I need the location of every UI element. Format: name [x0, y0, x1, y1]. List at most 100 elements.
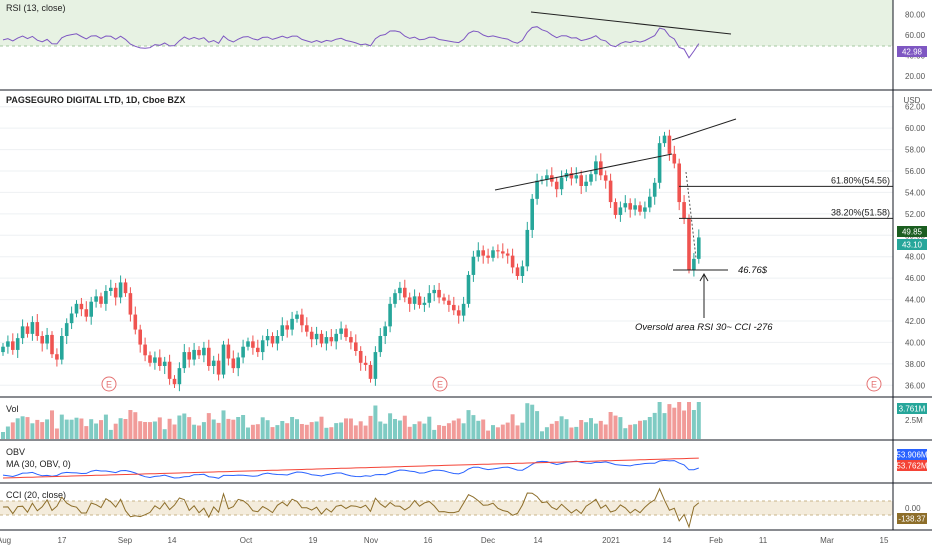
candle-body: [407, 297, 412, 304]
volume-bar: [677, 402, 682, 439]
obv-ma-legend: MA (30, OBV, 0): [6, 459, 71, 469]
price-tick-label: 36.00: [905, 381, 926, 390]
volume-bar: [691, 410, 696, 439]
price-pane[interactable]: PAGSEGURO DIGITAL LTD, 1D, Cboe BZX USD …: [0, 95, 927, 392]
candle-body: [79, 303, 84, 310]
earnings-marker-2[interactable]: E: [432, 376, 448, 392]
earnings-marker-3[interactable]: E: [866, 376, 882, 392]
rsi-legend: RSI (13, close): [6, 3, 66, 13]
volume-bar: [432, 429, 437, 439]
currency-label: USD: [904, 96, 921, 105]
volume-bar: [309, 422, 314, 439]
candle-body: [344, 328, 348, 338]
candle-body: [1, 346, 5, 353]
volume-bar: [260, 417, 265, 439]
volume-bar: [35, 419, 40, 439]
volume-bar: [25, 417, 30, 439]
volume-bar: [250, 424, 255, 439]
candle-body: [158, 357, 162, 366]
candle-body: [216, 360, 221, 375]
candle-body: [256, 347, 260, 353]
candle-body: [172, 378, 177, 385]
volume-bar: [290, 417, 295, 439]
note-arrow-head: [699, 272, 709, 282]
candle-body: [40, 336, 44, 344]
candle-body: [456, 310, 461, 316]
time-tick-label: 11: [759, 536, 768, 545]
volume-bar: [515, 425, 520, 439]
candle-body: [623, 203, 628, 208]
volume-bar: [363, 425, 368, 439]
upper-trendline-2: [671, 118, 737, 141]
candle-body: [197, 349, 201, 356]
time-tick-label: Mar: [820, 536, 834, 545]
time-tick-label: 15: [880, 536, 889, 545]
volume-bar: [638, 420, 642, 439]
volume-bar: [540, 431, 544, 439]
candle-body: [349, 337, 353, 343]
oversold-note: Oversold area RSI 30~ CCI -276: [635, 322, 773, 333]
volume-bar: [226, 418, 231, 439]
candle-body: [501, 251, 505, 254]
volume-bar: [10, 422, 15, 439]
volume-bar: [353, 425, 358, 439]
volume-bar: [672, 407, 677, 439]
volume-bar: [525, 403, 530, 439]
volume-bar: [304, 424, 309, 439]
volume-bar: [94, 423, 99, 439]
volume-bar: [652, 412, 657, 439]
candle-body: [309, 331, 314, 340]
price-tick-label: 60.00: [905, 124, 926, 133]
volume-bar: [608, 412, 613, 439]
candle-body: [64, 323, 69, 336]
candle-body: [447, 300, 451, 305]
countdown-price-tag: 43.10: [897, 239, 927, 250]
candle-body: [339, 328, 343, 334]
volume-pane[interactable]: Vol 2.5M 3.761M: [1, 402, 927, 439]
cci-line: [2, 487, 700, 529]
volume-bar: [471, 415, 476, 439]
earnings-marker-1[interactable]: E: [101, 376, 117, 392]
last-price-tag: 49.85: [897, 226, 927, 237]
price-tick-label: 62.00: [905, 103, 926, 112]
obv-pane[interactable]: OBV MA (30, OBV, 0) 53.906M 53.762M: [2, 447, 928, 479]
candle-body: [128, 293, 133, 315]
candle-body: [662, 135, 667, 144]
volume-bar: [383, 423, 388, 439]
volume-bar: [422, 423, 427, 439]
svg-text:3.761M: 3.761M: [899, 405, 926, 414]
volume-bar: [211, 419, 216, 439]
volume-bar: [334, 423, 339, 439]
volume-bar: [157, 417, 162, 439]
candle-body: [608, 180, 613, 203]
candle-body: [648, 196, 652, 208]
candle-body: [515, 267, 520, 276]
rsi-overbought-band: [0, 0, 893, 46]
candle-body: [373, 352, 378, 379]
volume-bar: [344, 418, 348, 439]
candle-body: [545, 175, 549, 180]
volume-bar: [569, 427, 574, 439]
price-tick-label: 48.00: [905, 253, 926, 262]
candle-body: [20, 326, 25, 339]
volume-bar: [564, 419, 569, 439]
candle-body: [30, 322, 35, 334]
candle-body: [525, 229, 530, 267]
candle-body: [628, 203, 632, 210]
volume-bar: [598, 420, 603, 439]
volume-bar: [103, 414, 108, 439]
candle-body: [314, 333, 319, 340]
volume-bar: [241, 415, 246, 439]
candle-body: [123, 282, 128, 294]
candle-body: [471, 256, 476, 275]
volume-bar: [535, 411, 540, 439]
cci-pane[interactable]: CCI (20, close) 0.00 -138.37: [0, 487, 927, 529]
volume-bar: [491, 425, 495, 439]
cci-last-value-tag: -138.37: [897, 513, 927, 524]
volume-bar: [74, 417, 79, 439]
candle-body: [300, 314, 304, 326]
candle-body: [177, 368, 182, 385]
candle-body: [138, 329, 142, 345]
